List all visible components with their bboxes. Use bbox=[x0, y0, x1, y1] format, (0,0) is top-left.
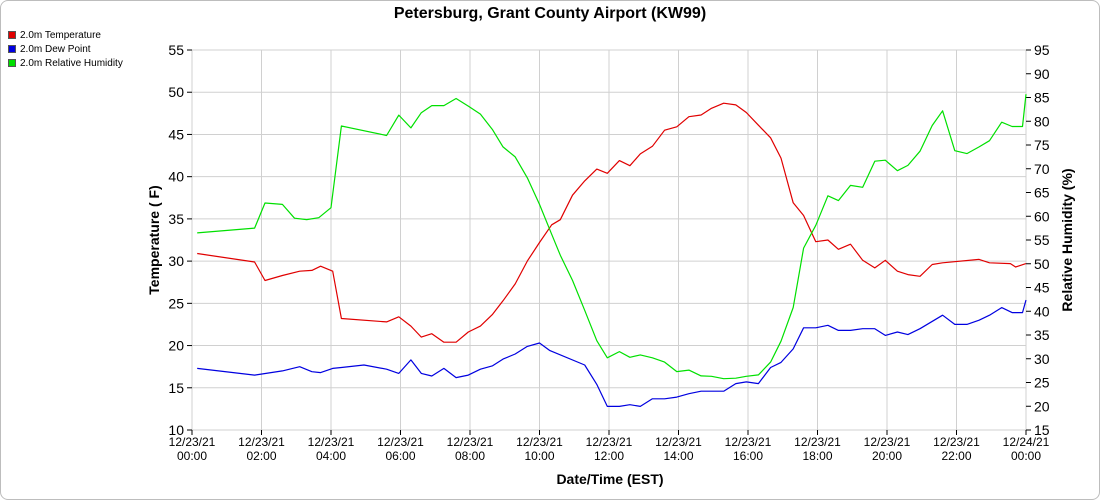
x-tick-label-time: 02:00 bbox=[246, 449, 276, 463]
x-tick-label-time: 12:00 bbox=[594, 449, 624, 463]
right-tick-label: 40 bbox=[1034, 303, 1050, 319]
x-tick-label-time: 20:00 bbox=[872, 449, 902, 463]
legend-swatch-dew-point bbox=[8, 45, 16, 53]
right-tick-label: 50 bbox=[1034, 256, 1050, 272]
x-tick-label-date: 12/23/21 bbox=[864, 435, 911, 449]
x-tick-label-date: 12/23/21 bbox=[794, 435, 841, 449]
left-tick-label: 25 bbox=[168, 295, 184, 311]
left-tick-label: 55 bbox=[168, 42, 184, 58]
series-lines bbox=[197, 94, 1027, 407]
x-tick-label-date: 12/23/21 bbox=[725, 435, 772, 449]
x-tick-label-date: 12/23/21 bbox=[447, 435, 494, 449]
right-tick-label: 55 bbox=[1034, 232, 1050, 248]
left-axis-ticks: 10 15 20 25 30 35 40 45 50 55 bbox=[168, 42, 192, 438]
x-tick-label-time: 22:00 bbox=[941, 449, 971, 463]
legend-item-temperature: 2.0m Temperature bbox=[8, 28, 123, 42]
right-tick-label: 70 bbox=[1034, 161, 1050, 177]
right-tick-label: 80 bbox=[1034, 113, 1050, 129]
left-tick-label: 40 bbox=[168, 169, 184, 185]
legend-swatch-relative-humidity bbox=[8, 59, 16, 67]
x-tick-label-time: 06:00 bbox=[385, 449, 415, 463]
left-tick-label: 45 bbox=[168, 126, 184, 142]
x-tick-label-date: 12/23/21 bbox=[238, 435, 285, 449]
x-tick-label-time: 18:00 bbox=[802, 449, 832, 463]
right-axis-ticks: 15 20 25 30 35 40 45 50 55 60 65 70 75 80 85 90 95 bbox=[1026, 42, 1050, 438]
right-tick-label: 25 bbox=[1034, 375, 1050, 391]
series-line-2-0m-temperature bbox=[197, 102, 1027, 343]
legend-item-dew-point: 2.0m Dew Point bbox=[8, 42, 123, 56]
left-tick-label: 15 bbox=[168, 380, 184, 396]
x-tick-label-date: 12/23/21 bbox=[655, 435, 702, 449]
x-axis-label: Date/Time (EST) bbox=[556, 471, 663, 487]
grid-lines bbox=[191, 49, 1027, 431]
series-line-2-0m-dew-point bbox=[197, 299, 1027, 407]
right-axis-label: Relative Humidity (%) bbox=[1059, 168, 1075, 311]
x-tick-label-time: 08:00 bbox=[455, 449, 485, 463]
x-tick-label-time: 16:00 bbox=[733, 449, 763, 463]
left-tick-label: 35 bbox=[168, 211, 184, 227]
x-tick-label-date: 12/23/21 bbox=[586, 435, 633, 449]
right-tick-label: 65 bbox=[1034, 185, 1050, 201]
legend-label-relative-humidity: 2.0m Relative Humidity bbox=[20, 57, 123, 69]
x-tick-label-time: 10:00 bbox=[524, 449, 554, 463]
legend-label-dew-point: 2.0m Dew Point bbox=[20, 43, 91, 55]
right-tick-label: 45 bbox=[1034, 280, 1050, 296]
right-tick-label: 85 bbox=[1034, 90, 1050, 106]
right-tick-label: 95 bbox=[1034, 42, 1050, 58]
left-tick-label: 30 bbox=[168, 253, 184, 269]
x-tick-label-time: 04:00 bbox=[316, 449, 346, 463]
right-tick-label: 30 bbox=[1034, 351, 1050, 367]
legend-label-temperature: 2.0m Temperature bbox=[20, 29, 101, 41]
right-tick-label: 15 bbox=[1034, 422, 1050, 438]
left-tick-label: 20 bbox=[168, 338, 184, 354]
chart-title: Petersburg, Grant County Airport (KW99) bbox=[393, 5, 707, 22]
x-tick-label-date: 12/23/21 bbox=[377, 435, 424, 449]
chart-legend: 2.0m Temperature 2.0m Dew Point 2.0m Rel… bbox=[8, 28, 123, 70]
x-tick-label-time: 00:00 bbox=[177, 449, 207, 463]
series-line-2-0m-relative-humidity bbox=[197, 94, 1027, 380]
x-tick-label-date: 12/24/21 bbox=[1003, 435, 1050, 449]
x-tick-label-time: 00:00 bbox=[1011, 449, 1041, 463]
right-tick-label: 75 bbox=[1034, 137, 1050, 153]
x-tick-label-time: 14:00 bbox=[663, 449, 693, 463]
right-tick-label: 60 bbox=[1034, 208, 1050, 224]
right-tick-label: 90 bbox=[1034, 66, 1050, 82]
right-tick-label: 35 bbox=[1034, 327, 1050, 343]
left-tick-label: 10 bbox=[168, 422, 184, 438]
x-tick-label-date: 12/23/21 bbox=[516, 435, 563, 449]
legend-swatch-temperature bbox=[8, 31, 16, 39]
x-axis-ticks: 12/23/2100:0012/23/2102:0012/23/2104:001… bbox=[169, 430, 1050, 463]
x-tick-label-date: 12/23/21 bbox=[308, 435, 355, 449]
left-tick-label: 50 bbox=[168, 84, 184, 100]
x-tick-label-date: 12/23/21 bbox=[933, 435, 980, 449]
legend-item-relative-humidity: 2.0m Relative Humidity bbox=[8, 56, 123, 70]
left-axis-label: Temperature ( F) bbox=[146, 185, 162, 294]
right-tick-label: 20 bbox=[1034, 398, 1050, 414]
x-tick-label-date: 12/23/21 bbox=[169, 435, 216, 449]
